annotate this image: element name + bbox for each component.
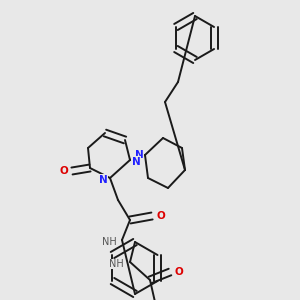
Text: N: N: [132, 157, 140, 167]
Text: O: O: [60, 166, 68, 176]
Text: O: O: [157, 211, 165, 221]
Text: O: O: [175, 267, 183, 277]
Text: NH: NH: [109, 259, 123, 269]
Text: NH: NH: [102, 237, 116, 247]
Text: N: N: [135, 150, 143, 160]
Text: N: N: [99, 175, 107, 185]
